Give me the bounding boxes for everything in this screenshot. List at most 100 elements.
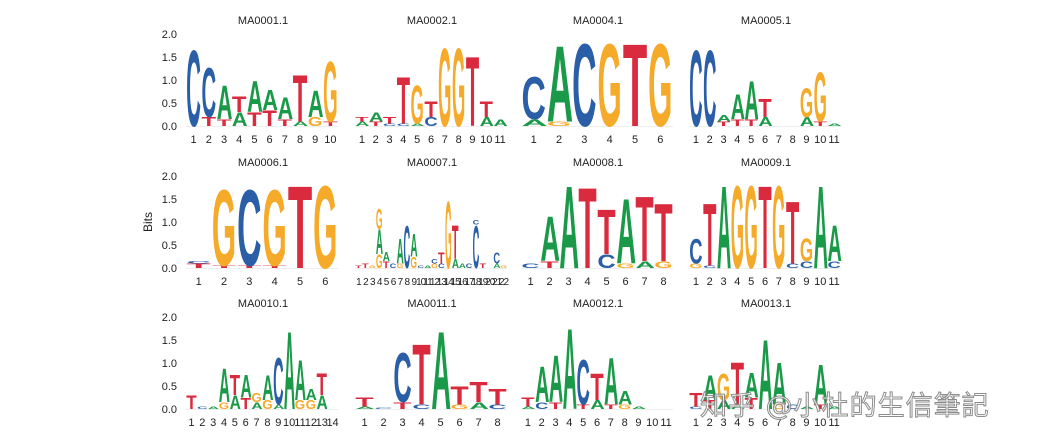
logo-letter-T: T bbox=[758, 162, 771, 294]
logo-letter-A: A bbox=[800, 406, 814, 410]
logo-letter-G: G bbox=[323, 45, 338, 140]
x-tick-label: 13 bbox=[437, 277, 448, 288]
logo-letter-C: C bbox=[488, 403, 506, 410]
logo-letter-A: A bbox=[758, 114, 772, 129]
logo-letter-A: A bbox=[800, 114, 814, 129]
x-tick-label: 1 bbox=[361, 417, 367, 429]
logo-letter-C: C bbox=[689, 406, 703, 410]
x-tick-label: 6 bbox=[594, 417, 600, 429]
logo-letter-A: A bbox=[424, 265, 432, 269]
x-tick-label: 11 bbox=[828, 417, 839, 429]
logo-letter-G: G bbox=[295, 397, 305, 412]
x-tick-label: 5 bbox=[748, 134, 754, 146]
logo-letter-C: C bbox=[473, 215, 480, 282]
x-tick-label: 1 bbox=[188, 417, 194, 429]
x-tick-label: 8 bbox=[405, 277, 411, 288]
x-tick-label: 3 bbox=[210, 417, 216, 429]
logo-letter-C: C bbox=[417, 266, 424, 269]
x-tick-label: 10 bbox=[480, 134, 492, 146]
logo-letter-G: G bbox=[251, 390, 261, 405]
logo-letter-C: C bbox=[431, 258, 438, 265]
logo-letter-G: G bbox=[654, 259, 672, 270]
logo-letter-T: T bbox=[488, 384, 506, 409]
watermark: 知乎 @小杜的生信筆記 bbox=[700, 391, 990, 423]
logo-letter-C: C bbox=[786, 403, 799, 410]
x-tick-label: 10 bbox=[283, 417, 295, 429]
x-tick-label: 7 bbox=[442, 134, 448, 146]
logo-letter-C: C bbox=[197, 407, 208, 410]
logo-letter-T: T bbox=[745, 396, 759, 414]
logo-letter-A: A bbox=[632, 406, 646, 410]
logo-letter-A: A bbox=[278, 90, 294, 126]
logo-letter-G: G bbox=[616, 262, 634, 269]
logo-letter-C: C bbox=[572, 20, 596, 152]
logo-letter-G: G bbox=[219, 401, 229, 412]
logo-letter-A: A bbox=[480, 114, 494, 129]
logo-letter-T: T bbox=[480, 262, 487, 269]
logo-letter-G: G bbox=[431, 262, 438, 270]
x-tick-label: 3 bbox=[720, 417, 726, 429]
logo-letter-T: T bbox=[814, 403, 828, 410]
x-tick-label: 11 bbox=[660, 417, 671, 429]
x-tick-label: 6 bbox=[267, 134, 273, 146]
x-tick-label: 17 bbox=[464, 277, 475, 288]
logo-panel: MA0010.10.00.51.01.52.0T1C2A3GA4AT5TA6AG… bbox=[162, 298, 339, 433]
x-tick-label: 1 bbox=[693, 134, 699, 146]
logo-letter-C: C bbox=[383, 123, 397, 127]
x-tick-label: 5 bbox=[632, 134, 638, 146]
logo-letter-A: A bbox=[547, 25, 573, 146]
logo-letter-A: A bbox=[410, 229, 417, 264]
logo-letter-T: T bbox=[786, 182, 799, 282]
logo-letter-A: A bbox=[745, 70, 759, 131]
logo-letter-A: A bbox=[232, 109, 248, 130]
x-tick-label: 5 bbox=[232, 417, 238, 429]
x-tick-label: 13 bbox=[316, 417, 328, 429]
logo-letter-A: A bbox=[247, 73, 263, 123]
x-tick-label: 4 bbox=[734, 417, 740, 429]
logo-letter-G: G bbox=[648, 21, 672, 152]
logo-letter-A: A bbox=[717, 161, 731, 294]
logo-letter-T: T bbox=[689, 390, 703, 412]
panel-title: MA0002.1 bbox=[407, 15, 457, 27]
logo-letter-A: A bbox=[535, 357, 549, 414]
x-tick-label: 19 bbox=[478, 277, 489, 288]
logo-letter-G: G bbox=[731, 162, 744, 294]
x-tick-label: 20 bbox=[485, 277, 496, 288]
logo-letter-T: T bbox=[597, 197, 615, 269]
logo-letter-G: G bbox=[411, 75, 424, 136]
y-tick-label: 2.0 bbox=[162, 29, 177, 41]
logo-letter-C: C bbox=[438, 262, 445, 269]
logo-letter-T: T bbox=[469, 377, 487, 409]
logo-letter-G: G bbox=[438, 25, 451, 149]
x-tick-label: 3 bbox=[221, 134, 227, 146]
logo-letter-T: T bbox=[577, 403, 591, 410]
logo-letter-A: A bbox=[616, 181, 636, 284]
y-tick-label: 1.5 bbox=[162, 52, 177, 64]
x-tick-label: 5 bbox=[748, 276, 754, 288]
logo-letter-T: T bbox=[397, 63, 410, 138]
x-tick-label: 14 bbox=[326, 417, 338, 429]
logo-letter-T: T bbox=[355, 116, 369, 123]
logo-letter-G: G bbox=[369, 266, 376, 269]
logo-letter-A: A bbox=[521, 406, 535, 410]
x-tick-label: 8 bbox=[790, 417, 796, 429]
logo-letter-A: A bbox=[217, 75, 233, 129]
x-tick-label: 11 bbox=[828, 276, 839, 288]
x-tick-label: 6 bbox=[762, 276, 768, 288]
x-tick-label: 1 bbox=[191, 134, 197, 146]
logo-letter-A: A bbox=[469, 401, 489, 411]
x-tick-label: 6 bbox=[391, 277, 397, 288]
logo-letter-G: G bbox=[800, 79, 813, 126]
logo-letter-T: T bbox=[212, 265, 236, 269]
logo-letter-C: C bbox=[237, 168, 261, 290]
x-tick-label: 4 bbox=[418, 417, 424, 429]
logo-letter-T: T bbox=[654, 188, 672, 280]
x-tick-label: 15 bbox=[451, 277, 462, 288]
x-tick-label: 10 bbox=[416, 277, 427, 288]
x-tick-label: 7 bbox=[641, 276, 647, 288]
y-tick-label: 1.0 bbox=[162, 75, 177, 87]
panel-title: MA0012.1 bbox=[573, 298, 623, 310]
logo-letter-T: T bbox=[731, 117, 745, 128]
